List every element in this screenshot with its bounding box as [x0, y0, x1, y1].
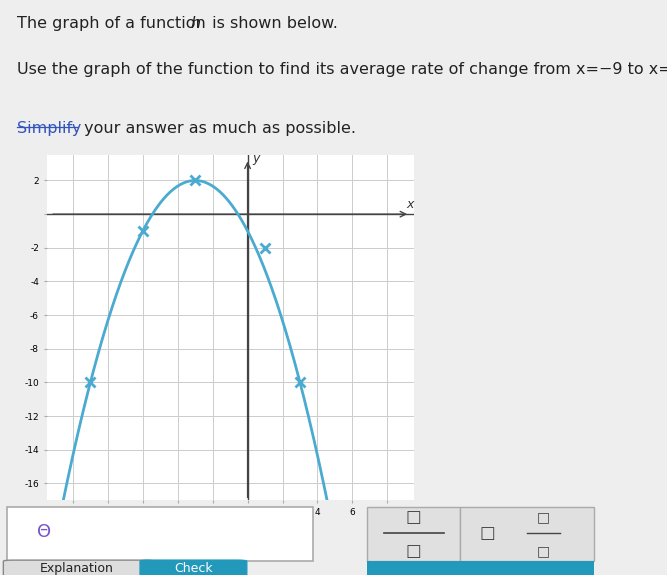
FancyBboxPatch shape [3, 560, 153, 575]
FancyBboxPatch shape [7, 507, 313, 561]
Text: □: □ [537, 510, 550, 524]
FancyBboxPatch shape [367, 561, 484, 575]
Text: y: y [252, 152, 259, 165]
Text: h: h [190, 16, 200, 30]
Text: The graph of a function: The graph of a function [17, 16, 211, 30]
Text: □: □ [537, 544, 550, 558]
Text: Explanation: Explanation [40, 562, 113, 574]
FancyBboxPatch shape [140, 560, 247, 575]
Text: Simplify: Simplify [17, 121, 81, 136]
Text: □: □ [406, 508, 422, 526]
Text: your answer as much as possible.: your answer as much as possible. [79, 121, 356, 136]
FancyBboxPatch shape [477, 561, 594, 575]
Text: is shown below.: is shown below. [207, 16, 338, 30]
FancyBboxPatch shape [460, 507, 594, 561]
Text: x: x [407, 198, 414, 211]
Text: □: □ [479, 524, 495, 542]
Text: □: □ [406, 542, 422, 560]
Text: Check: Check [174, 562, 213, 574]
Text: Θ: Θ [37, 523, 51, 541]
Text: Use the graph of the function to find its average rate of change from x=−9 to x=: Use the graph of the function to find it… [17, 62, 667, 77]
FancyBboxPatch shape [367, 507, 460, 561]
